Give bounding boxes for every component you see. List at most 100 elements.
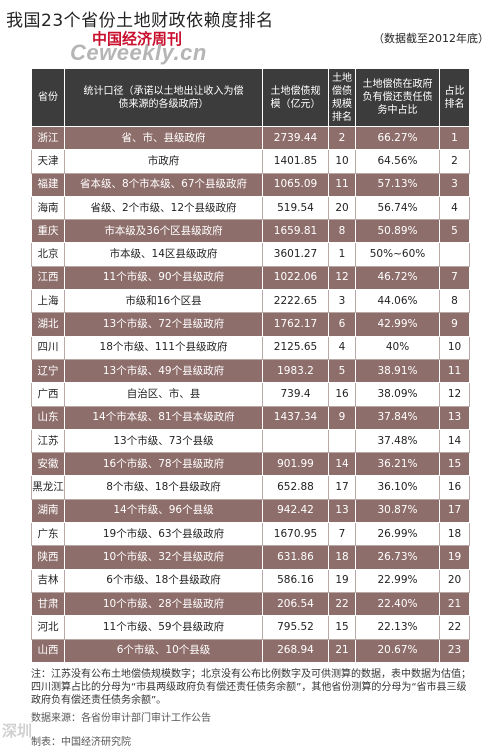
cell-province: 江西 (31, 265, 65, 291)
table-row: 江苏 13个市级、73个县级 37.48% 14 (31, 428, 470, 454)
brand-logo: 中国经济周刊 (92, 32, 183, 48)
cell-scope: 8个市级、18个县级政府 (64, 475, 263, 500)
cell-province: 山西 (31, 638, 65, 663)
cell-ratio: 42.99% (355, 312, 440, 337)
table-row: 辽宁 13个市级、49个县级政府 1983.2 5 38.91% 11 (31, 358, 470, 384)
cell-province: 福建 (31, 172, 65, 197)
cell-province: 湖北 (31, 312, 65, 337)
cell-amount: 1401.85 (262, 149, 329, 174)
table-row: 陕西 10个市级、32个县级政府 631.86 18 26.73% 19 (31, 545, 470, 570)
table-row: 重庆 市本级及36个区县级政府 1659.81 8 50.89% 5 (31, 219, 470, 244)
cell-amount: 206.54 (262, 591, 329, 617)
cell-province: 广西 (31, 382, 65, 407)
header-ratio-rank: 占比排名 (439, 68, 470, 127)
cell-province: 湖南 (31, 498, 65, 524)
cell-scope: 10个市级、28个县级政府 (64, 591, 263, 617)
cell-amount-rank: 20 (328, 195, 356, 221)
cell-ratio-rank (439, 242, 470, 267)
table-row: 海南 省级、2个市级、12个县级政府 519.54 20 56.74% 4 (31, 195, 470, 221)
cell-ratio: 64.56% (355, 149, 440, 174)
cell-scope: 省级、2个市级、12个县级政府 (64, 195, 263, 221)
table-row: 湖北 13个市级、72个县级政府 1762.17 6 42.99% 9 (31, 312, 470, 337)
cell-scope: 19个市级、63个县级政府 (64, 522, 263, 547)
cell-amount-rank: 22 (328, 591, 356, 617)
cell-scope: 10个市级、32个县级政府 (64, 545, 263, 570)
cell-province: 上海 (31, 289, 65, 314)
header-province: 省份 (31, 68, 65, 127)
cell-province: 甘肃 (31, 591, 65, 617)
cell-amount: 519.54 (262, 195, 329, 221)
cell-amount: 586.16 (262, 568, 329, 593)
cell-scope: 市政府 (64, 149, 263, 174)
cell-amount: 1762.17 (262, 312, 329, 337)
cell-ratio-rank: 11 (439, 358, 470, 384)
cell-amount-rank (328, 428, 356, 454)
table-row: 广东 19个市级、63个县级政府 1670.95 7 26.99% 18 (31, 522, 470, 547)
cell-scope: 11个市级、90个县级政府 (64, 265, 263, 291)
cell-ratio: 36.10% (355, 475, 440, 500)
cell-ratio-rank: 7 (439, 265, 470, 291)
cell-amount-rank: 2 (328, 125, 356, 151)
cell-amount-rank: 6 (328, 312, 356, 337)
cell-ratio-rank: 14 (439, 428, 470, 454)
cell-province: 广东 (31, 522, 65, 547)
cell-scope: 市本级、14区县级政府 (64, 242, 263, 267)
cell-scope: 市本级及36个区县级政府 (64, 219, 263, 244)
cell-amount: 2222.65 (262, 289, 329, 314)
cell-scope: 省、市、县级政府 (64, 125, 263, 151)
cell-amount-rank: 16 (328, 382, 356, 407)
cell-ratio-rank: 22 (439, 615, 470, 640)
cell-ratio: 20.67% (355, 638, 440, 663)
table-footnote: 注：江苏没有公布土地偿债规模数字；北京没有公布比例数字及可供测算的数据，表中数据… (31, 669, 471, 706)
table-row: 福建 省本级、8个市本级、67个县级政府 1065.09 11 57.13% 3 (31, 172, 470, 197)
land-finance-ranking-table: 省份 统计口径（承诺以土地出让收入为偿债来源的各级政府） 土地偿债规模（亿元） … (31, 68, 470, 663)
cell-province: 陕西 (31, 545, 65, 570)
cell-ratio: 46.72% (355, 265, 440, 291)
cell-amount-rank: 21 (328, 638, 356, 663)
cell-ratio-rank: 13 (439, 405, 470, 430)
table-row: 广西 自治区、市、县 739.4 16 38.09% 12 (31, 382, 470, 407)
cell-scope: 省本级、8个市本级、67个县级政府 (64, 172, 263, 197)
cell-ratio-rank: 10 (439, 335, 470, 360)
table-row: 上海 市级和16个区县 2222.65 3 44.06% 8 (31, 289, 470, 314)
cell-ratio-rank: 16 (439, 475, 470, 500)
cell-province: 吉林 (31, 568, 65, 593)
cell-ratio-rank: 23 (439, 638, 470, 663)
cell-ratio-rank: 18 (439, 522, 470, 547)
table-row: 山西 6个市级、10个县级 268.94 21 20.67% 23 (31, 638, 470, 663)
table-row: 安徽 16个市级、78个县级政府 901.99 14 36.21% 15 (31, 452, 470, 477)
brand-watermark: Ceweekly.cn (70, 40, 207, 65)
cell-amount: 1065.09 (262, 172, 329, 197)
corner-watermark: 深圳 (2, 722, 33, 740)
cell-amount-rank: 14 (328, 452, 356, 477)
cell-scope: 6个市级、10个县级 (64, 638, 263, 663)
cell-province: 山东 (31, 405, 65, 430)
header-scope: 统计口径（承诺以土地出让收入为偿债来源的各级政府） (64, 68, 263, 127)
cell-ratio: 38.91% (355, 358, 440, 384)
cell-amount-rank: 12 (328, 265, 356, 291)
cell-ratio-rank: 5 (439, 219, 470, 244)
cell-amount-rank: 10 (328, 149, 356, 174)
cell-amount: 1022.06 (262, 265, 329, 291)
cell-ratio: 26.99% (355, 522, 440, 547)
cell-amount-rank: 17 (328, 475, 356, 500)
cell-ratio: 38.09% (355, 382, 440, 407)
cell-ratio-rank: 12 (439, 382, 470, 407)
cell-amount-rank: 19 (328, 568, 356, 593)
table-row: 湖南 14个市级、96个县级 942.42 13 30.87% 17 (31, 498, 470, 524)
cell-amount: 1983.2 (262, 358, 329, 384)
cell-scope: 13个市级、73个县级 (64, 428, 263, 454)
cell-amount: 652.88 (262, 475, 329, 500)
cell-amount-rank: 13 (328, 498, 356, 524)
cell-amount-rank: 4 (328, 335, 356, 360)
table-row: 北京 市本级、14区县级政府 3601.27 1 50%~60% (31, 242, 470, 267)
cell-amount: 795.52 (262, 615, 329, 640)
page-title: 我国23个省份土地财政依赖度排名 (6, 11, 274, 31)
header-ratio: 土地偿债在政府负有偿还责任债务中占比 (355, 68, 440, 127)
cell-amount: 1670.95 (262, 522, 329, 547)
cell-scope: 16个市级、78个县级政府 (64, 452, 263, 477)
cell-province: 安徽 (31, 452, 65, 477)
cell-ratio-rank: 2 (439, 149, 470, 174)
cell-amount: 3601.27 (262, 242, 329, 267)
cell-ratio: 37.48% (355, 428, 440, 454)
